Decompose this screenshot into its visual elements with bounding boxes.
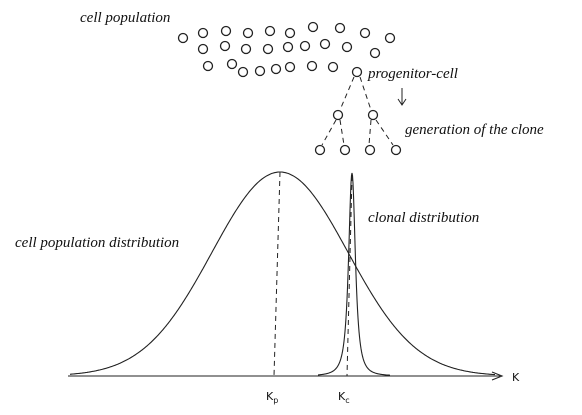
population-curve xyxy=(69,171,495,376)
cells xyxy=(177,21,402,156)
peak-lines xyxy=(273,171,353,377)
label: clonal distribution xyxy=(368,210,479,226)
arrow xyxy=(397,88,407,106)
k-axis xyxy=(68,371,504,381)
axis-label: K xyxy=(512,371,520,384)
label: generation of the clone xyxy=(405,122,544,138)
tick-label: Kp xyxy=(266,390,278,405)
tick-label: Kc xyxy=(338,390,350,405)
label: cell population distribution xyxy=(15,235,179,251)
lineage xyxy=(321,76,394,146)
label: cell population xyxy=(80,10,170,26)
clonal-curve xyxy=(318,172,390,376)
label: progenitor-cell xyxy=(367,66,458,82)
